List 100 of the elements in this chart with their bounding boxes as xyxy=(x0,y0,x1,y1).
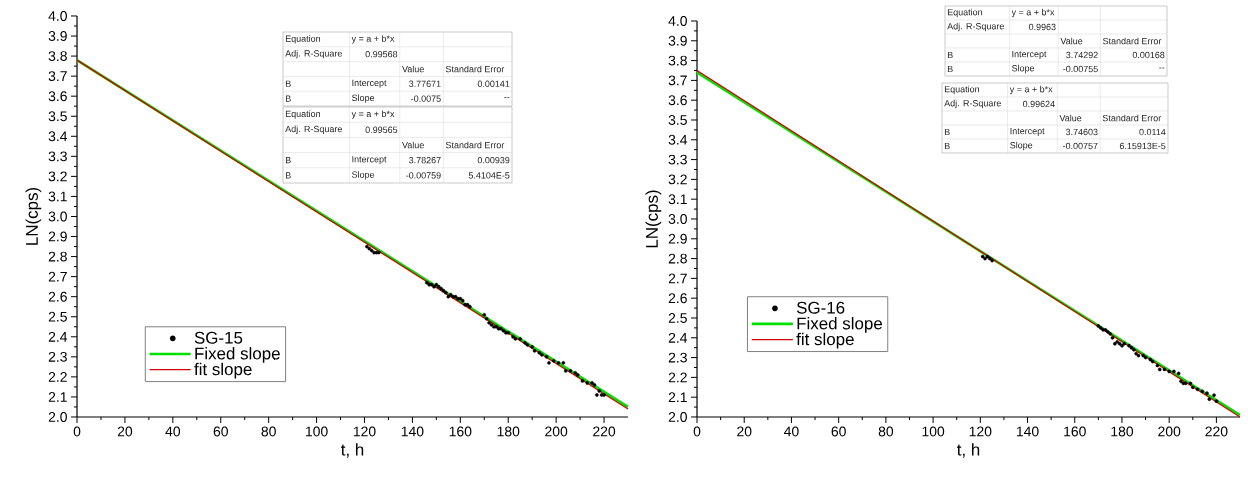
legend-label: SG-15 xyxy=(194,331,243,344)
y-tick-label: 3.7 xyxy=(668,75,687,86)
legend-label: fit slope xyxy=(796,332,854,349)
y-tick-label: 3.8 xyxy=(48,51,67,62)
x-tick-label: 160 xyxy=(449,426,472,437)
annotation: B xyxy=(944,142,950,150)
annotation: -0.00755 xyxy=(1063,65,1098,73)
annotation: Slope xyxy=(352,94,375,103)
annotation: Adj. R-Square xyxy=(944,99,1001,109)
y-tick-label: 3.0 xyxy=(668,214,687,224)
point xyxy=(1205,391,1209,396)
point xyxy=(1195,387,1200,392)
x-tick-label: 160 xyxy=(1064,426,1086,437)
annotation: Slope xyxy=(1011,64,1035,74)
x-axis-title: t, h xyxy=(340,443,364,458)
y-tick-label: 3.0 xyxy=(48,211,67,222)
annotation: 3.77671 xyxy=(409,80,441,87)
x-tick-label: 140 xyxy=(1016,426,1039,437)
annotation: 3.74603 xyxy=(1065,128,1098,136)
y-tick-label: 2.6 xyxy=(668,293,687,304)
y-tick-label: 2.2 xyxy=(668,372,687,383)
annotation: 0.9963 xyxy=(1028,23,1056,31)
annotation: B xyxy=(285,95,291,102)
legend-label: Fixed slope xyxy=(195,347,280,363)
x-tick-label: 0 xyxy=(73,426,81,437)
annotation: Value xyxy=(402,65,424,73)
y-tick-label: 2.3 xyxy=(48,351,67,362)
annotation: Equation xyxy=(285,110,321,119)
annotation: B xyxy=(947,65,953,73)
annotation: Equation xyxy=(944,85,980,95)
annotation: y = a + b*x xyxy=(351,35,395,44)
annotation: B xyxy=(944,128,950,136)
x-tick-label: 80 xyxy=(878,426,894,437)
annotation: -0.0075 xyxy=(411,95,441,102)
x-tick-label: 40 xyxy=(165,426,181,437)
annotation: 0.0114 xyxy=(1139,128,1166,136)
x-tick-label: 180 xyxy=(1111,426,1134,437)
annotation: Standard Error xyxy=(1102,114,1162,122)
y-tick-label: 2.8 xyxy=(668,253,687,264)
annotation: Equation xyxy=(285,35,321,44)
point xyxy=(1176,371,1181,376)
legend-label: fit slope xyxy=(194,362,252,379)
y-tick-label: 3.3 xyxy=(668,154,687,165)
x-tick-label: 180 xyxy=(497,426,520,437)
annotation: y = a + b*x xyxy=(1009,85,1053,95)
x-tick-label: 40 xyxy=(784,426,799,437)
annotation: 3.74292 xyxy=(1066,51,1098,59)
x-tick-label: 220 xyxy=(1205,426,1228,437)
point xyxy=(1162,367,1167,372)
point xyxy=(1122,341,1127,346)
annotation: 0.00168 xyxy=(1132,51,1165,59)
x-tick-label: 80 xyxy=(261,426,276,437)
y-tick-label: 2.7 xyxy=(48,271,67,282)
y-tick-label: 3.5 xyxy=(668,115,687,125)
annotation: Intercept xyxy=(352,156,387,165)
point xyxy=(1207,397,1212,401)
point xyxy=(1212,393,1216,397)
y-tick-label: 2.8 xyxy=(48,251,67,262)
y-tick-label: 2.9 xyxy=(48,231,67,242)
text: y = a + b*x xyxy=(1011,8,1055,18)
y-axis-title: LN(cps) xyxy=(25,187,42,245)
point xyxy=(1157,367,1162,372)
y-tick-label: 2.5 xyxy=(668,313,687,323)
y-tick-label: 3.1 xyxy=(48,191,67,202)
text: Equation xyxy=(947,8,983,18)
annotation: Slope xyxy=(1010,141,1033,151)
y-tick-label: 3.5 xyxy=(48,111,67,122)
y-tick-label: 2.3 xyxy=(668,352,687,363)
x-tick-label: 20 xyxy=(737,426,752,437)
y-tick-label: 3.6 xyxy=(668,95,687,106)
point xyxy=(1136,353,1141,358)
point xyxy=(1167,369,1171,374)
x-tick-label: 200 xyxy=(545,426,568,437)
annotation: Value xyxy=(1060,37,1083,45)
y-tick-label: 2.2 xyxy=(48,372,67,382)
annotation: 6.15913E-5 xyxy=(1119,142,1166,150)
annotation: 0.00141 xyxy=(477,80,510,87)
annotation: 0.00939 xyxy=(477,157,510,164)
annotation: Standard Error xyxy=(445,65,505,73)
y-tick-label: 4.0 xyxy=(668,16,687,26)
y-tick-label: 3.7 xyxy=(48,71,67,82)
y-tick-label: 2.1 xyxy=(48,392,67,402)
annotation: Adj. R-Square xyxy=(947,22,1004,32)
x-tick-label: 60 xyxy=(831,426,846,437)
x-tick-label: 0 xyxy=(693,426,701,437)
y-tick-label: 2.0 xyxy=(668,412,687,422)
y-tick-label: 3.9 xyxy=(668,35,687,46)
y-tick-label: 2.4 xyxy=(48,331,68,342)
y-tick-label: 2.4 xyxy=(668,332,688,343)
annotation: -- xyxy=(1159,67,1165,69)
annotation: Adj. R-Square xyxy=(285,50,342,59)
y-tick-label: 3.2 xyxy=(668,174,687,185)
y-tick-label: 3.4 xyxy=(668,134,688,145)
annotation: Adj. R-Square xyxy=(285,125,342,134)
annotation: B xyxy=(947,51,953,59)
annotation: 0.99565 xyxy=(365,126,398,133)
annotation: 3.78267 xyxy=(409,157,441,164)
point xyxy=(1214,399,1219,403)
point xyxy=(1200,389,1205,394)
annotation: Intercept xyxy=(1012,50,1047,59)
